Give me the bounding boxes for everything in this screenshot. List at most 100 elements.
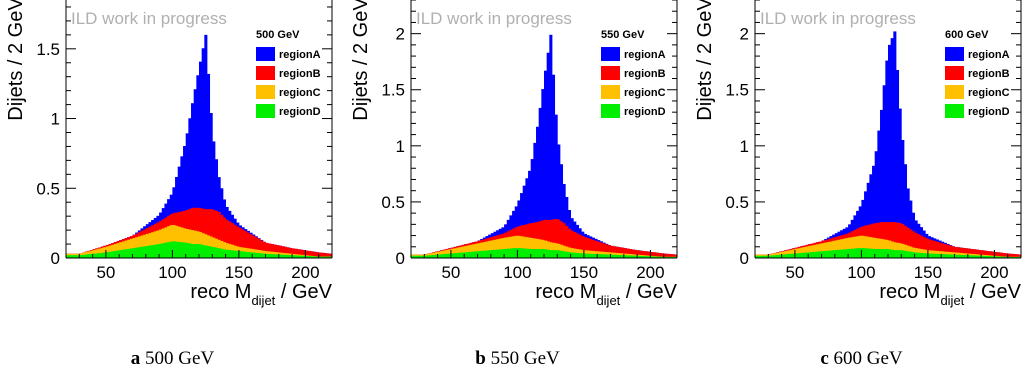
histogram-bar xyxy=(570,252,574,258)
panel-c: 50 100 150 200 0 0.5 1 1.5 2 Dijets / 2 GeV reco M… xyxy=(689,0,1034,376)
histogram-bar xyxy=(589,238,593,258)
histogram-bar xyxy=(581,236,585,258)
histogram-bar xyxy=(316,252,320,258)
histogram-bar xyxy=(559,250,564,258)
histogram-bar xyxy=(816,244,820,258)
histogram-bar xyxy=(573,231,577,258)
histogram-bar xyxy=(188,243,192,258)
histogram-bar xyxy=(196,244,200,258)
histogram-bar xyxy=(528,248,532,258)
histogram-bar xyxy=(318,256,322,258)
histogram-bar xyxy=(919,252,923,258)
histogram-bar xyxy=(874,151,878,258)
histogram-bar xyxy=(116,243,120,258)
histogram-bar xyxy=(220,248,224,258)
histogram-bar xyxy=(424,255,428,258)
histogram-bar xyxy=(557,250,561,258)
chart-500gev: 50 100 150 200 0 0.5 1 1.5 Dijets / 2 GeV reco Md… xyxy=(5,0,333,308)
histogram-bar xyxy=(498,238,502,258)
histogram-bar xyxy=(967,255,971,258)
histogram-bar xyxy=(824,242,828,258)
histogram-bar xyxy=(212,141,216,258)
histogram-bar xyxy=(482,250,486,258)
legend-label: regionC xyxy=(279,87,321,99)
legend-swatch xyxy=(945,47,964,61)
histogram-bar xyxy=(209,246,213,258)
histogram-bar xyxy=(199,61,203,258)
histogram-bar xyxy=(143,246,147,258)
histogram-bar xyxy=(514,235,518,258)
histogram-bar xyxy=(453,253,457,258)
histogram-bar xyxy=(108,251,112,258)
y-tick-label: 1.5 xyxy=(36,40,60,59)
histogram-bar xyxy=(597,254,601,258)
histogram-bar xyxy=(994,251,998,258)
histogram-bar xyxy=(888,44,892,258)
histogram-bar xyxy=(877,238,881,258)
histogram-bar xyxy=(557,219,561,258)
histogram-bar xyxy=(551,219,556,258)
histogram-bar xyxy=(538,239,542,258)
histogram-bar xyxy=(989,251,993,258)
histogram-bar xyxy=(551,250,556,258)
histogram-bar xyxy=(533,142,537,258)
histogram-bar xyxy=(530,249,534,258)
histogram-bar xyxy=(634,255,638,258)
histogram-bar xyxy=(999,256,1003,258)
histogram-bar xyxy=(297,255,301,258)
histogram-bar xyxy=(488,240,492,258)
histogram-bar xyxy=(1007,256,1011,258)
histogram-bar xyxy=(456,252,460,258)
histogram-bar xyxy=(228,250,232,258)
histogram-bar xyxy=(810,252,814,258)
legend-swatch xyxy=(256,85,275,99)
histogram-bar xyxy=(941,243,945,258)
histogram-bar xyxy=(164,242,168,258)
histogram-bar xyxy=(490,250,494,258)
histogram-bar xyxy=(137,247,141,258)
histogram-bar xyxy=(821,251,825,258)
histogram-bar xyxy=(962,255,966,258)
histogram-bar xyxy=(278,245,282,258)
histogram-bar xyxy=(230,250,234,258)
histogram-bar xyxy=(655,256,659,258)
histogram-bar xyxy=(965,255,969,258)
histogram-bar xyxy=(808,245,812,258)
histogram-bar xyxy=(546,249,550,258)
histogram-bar xyxy=(872,237,876,258)
histogram-bar xyxy=(119,250,123,258)
histogram-bar xyxy=(246,232,250,258)
histogram-bar xyxy=(674,256,678,258)
histogram-bar xyxy=(230,223,234,258)
histogram-bar xyxy=(135,247,139,258)
histogram-bar xyxy=(631,249,635,258)
histogram-bar xyxy=(281,254,285,258)
histogram-bar xyxy=(276,254,280,258)
series-regionD xyxy=(411,248,678,258)
histogram-bar xyxy=(650,256,654,258)
histogram-bar xyxy=(802,247,806,258)
histogram-bar xyxy=(1005,253,1009,258)
histogram-bar xyxy=(623,255,627,258)
histogram-bar xyxy=(957,247,961,258)
histogram-bar xyxy=(602,254,606,258)
histogram-bar xyxy=(805,252,809,258)
histogram-bar xyxy=(538,249,542,258)
legend-swatch xyxy=(256,66,275,80)
histogram-bar xyxy=(466,245,470,258)
histogram-bar xyxy=(464,245,468,258)
histogram-bar xyxy=(84,254,88,258)
histogram-bar xyxy=(666,256,670,258)
histogram-bar xyxy=(228,221,232,258)
y-tick-label: 1 xyxy=(51,110,60,129)
histogram-bar xyxy=(260,240,264,258)
histogram-bar xyxy=(834,240,838,258)
histogram-bar xyxy=(885,249,889,258)
histogram-bar xyxy=(517,248,521,258)
histogram-bar xyxy=(92,253,96,258)
y-axis-title: Dijets / 2 GeV xyxy=(694,0,716,121)
histogram-bar xyxy=(191,244,195,258)
histogram-bar xyxy=(474,251,478,258)
histogram-bar xyxy=(845,249,849,258)
histogram-bar xyxy=(757,255,761,258)
